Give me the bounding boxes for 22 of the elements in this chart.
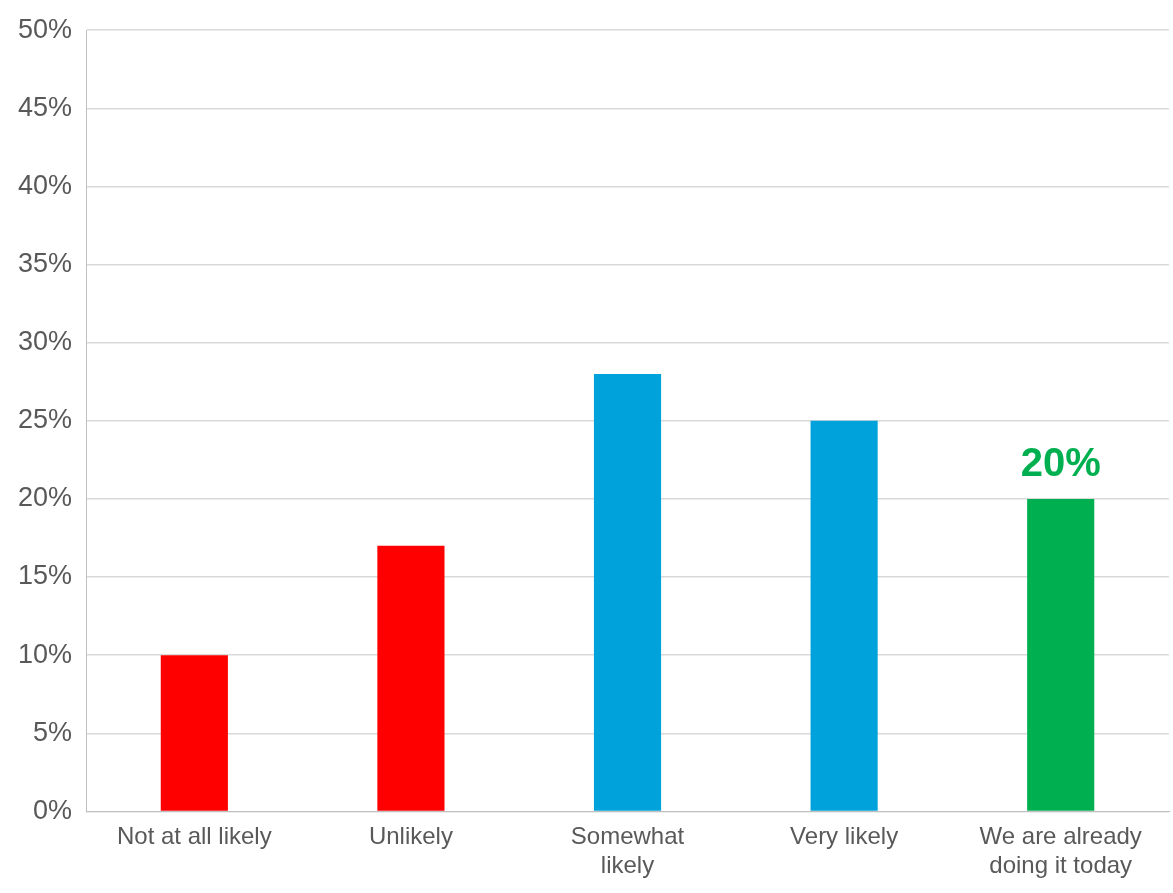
y-tick-label: 25% — [17, 404, 73, 435]
bar — [1027, 498, 1095, 811]
x-tick-label: Not at all likely — [116, 822, 272, 850]
y-tick-label: 10% — [17, 638, 73, 669]
x-tick-label: Unlikely — [368, 822, 453, 850]
y-tick-label: 40% — [17, 169, 73, 200]
data-label: 20% — [1020, 439, 1101, 484]
bar — [160, 655, 228, 811]
bar — [810, 420, 878, 811]
y-tick-label: 45% — [17, 91, 73, 122]
x-tick-label: Somewhat likely — [570, 822, 685, 879]
y-tick-label: 15% — [17, 560, 73, 591]
y-tick-label: 50% — [17, 13, 73, 44]
x-tick-label: Very likely — [790, 822, 899, 850]
bar — [377, 545, 445, 811]
y-tick-label: 5% — [33, 716, 73, 747]
bar — [593, 373, 662, 811]
y-tick-label: 20% — [17, 482, 73, 513]
y-tick-label: 35% — [17, 248, 73, 279]
y-tick-label: 30% — [17, 326, 73, 357]
x-tick-label: We are already doing it today — [979, 822, 1142, 879]
y-tick-label: 0% — [33, 794, 73, 825]
